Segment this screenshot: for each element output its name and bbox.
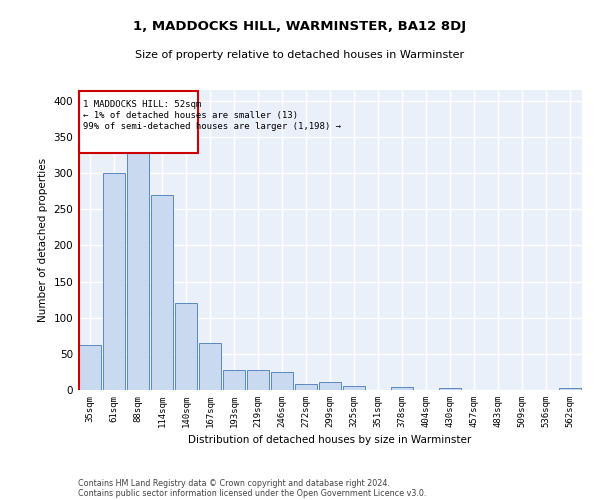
Bar bbox=[79, 345, 101, 390]
Text: 1, MADDOCKS HILL, WARMINSTER, BA12 8DJ: 1, MADDOCKS HILL, WARMINSTER, BA12 8DJ bbox=[133, 20, 467, 33]
Bar bbox=[175, 304, 197, 390]
Bar bbox=[391, 387, 413, 390]
Bar bbox=[439, 388, 461, 390]
Bar bbox=[79, 92, 198, 153]
Text: ← 1% of detached houses are smaller (13): ← 1% of detached houses are smaller (13) bbox=[83, 111, 298, 120]
Bar bbox=[271, 372, 293, 390]
Bar bbox=[103, 173, 125, 390]
Text: Contains public sector information licensed under the Open Government Licence v3: Contains public sector information licen… bbox=[78, 488, 427, 498]
Text: 1 MADDOCKS HILL: 52sqm: 1 MADDOCKS HILL: 52sqm bbox=[83, 100, 201, 109]
Bar bbox=[343, 386, 365, 390]
X-axis label: Distribution of detached houses by size in Warminster: Distribution of detached houses by size … bbox=[188, 436, 472, 446]
Bar bbox=[151, 195, 173, 390]
Bar bbox=[295, 384, 317, 390]
Bar bbox=[223, 370, 245, 390]
Text: 99% of semi-detached houses are larger (1,198) →: 99% of semi-detached houses are larger (… bbox=[83, 122, 341, 131]
Text: Contains HM Land Registry data © Crown copyright and database right 2024.: Contains HM Land Registry data © Crown c… bbox=[78, 478, 390, 488]
Bar bbox=[319, 382, 341, 390]
Bar bbox=[559, 388, 581, 390]
Text: Size of property relative to detached houses in Warminster: Size of property relative to detached ho… bbox=[136, 50, 464, 60]
Bar bbox=[247, 370, 269, 390]
Y-axis label: Number of detached properties: Number of detached properties bbox=[38, 158, 48, 322]
Bar bbox=[127, 152, 149, 390]
Bar bbox=[199, 343, 221, 390]
